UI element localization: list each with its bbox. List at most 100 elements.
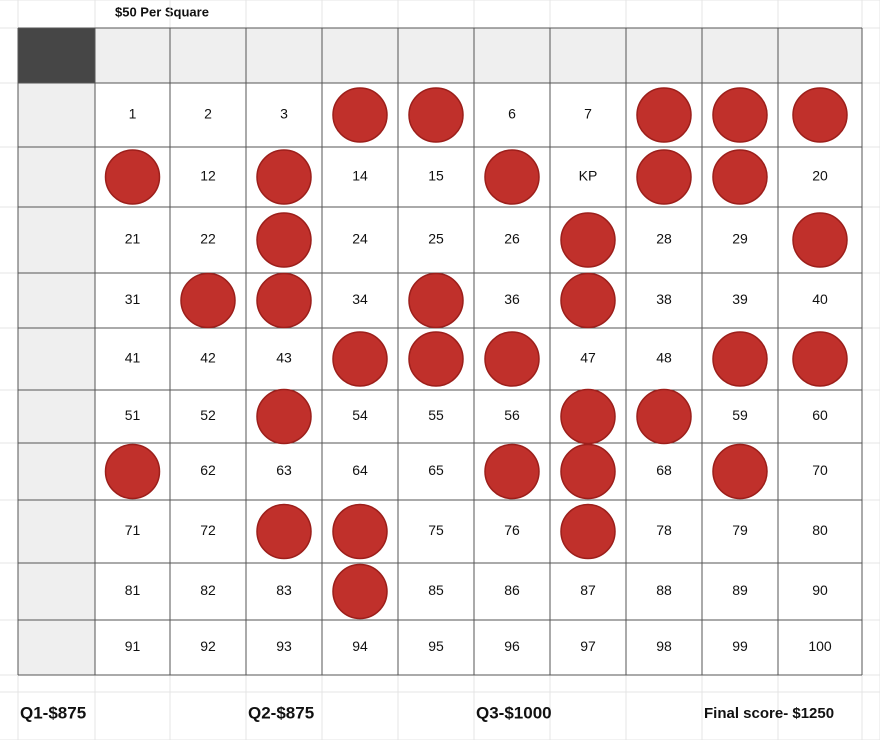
square-number: 88 (656, 582, 672, 598)
square-marker (180, 272, 236, 329)
square-marker (712, 443, 768, 500)
square-number: 21 (125, 231, 141, 247)
square-number: 97 (580, 638, 596, 654)
square-number: 31 (125, 291, 141, 307)
square-marker (484, 149, 540, 205)
square-number: 12 (200, 168, 216, 184)
square-marker (256, 388, 312, 445)
square-number: 38 (656, 291, 672, 307)
square-number: 20 (812, 168, 828, 184)
header-cell (95, 28, 170, 83)
square-number: 14 (352, 168, 368, 184)
square-number: 59 (732, 407, 748, 423)
side-cell (18, 207, 95, 273)
square-number: 28 (656, 231, 672, 247)
square-number: 29 (732, 231, 748, 247)
square-marker (712, 87, 768, 143)
square-marker (636, 87, 692, 143)
square-number: 39 (732, 291, 748, 307)
square-marker (560, 443, 616, 500)
square-number: 34 (352, 291, 368, 307)
square-number: 78 (656, 522, 672, 538)
square-marker (408, 87, 464, 143)
square-number: 93 (276, 638, 292, 654)
square-number: 52 (200, 407, 216, 423)
square-number: 75 (428, 522, 444, 538)
square-number: 92 (200, 638, 216, 654)
square-number: 7 (584, 106, 592, 122)
square-number: 48 (656, 350, 672, 366)
square-number: 6 (508, 106, 516, 122)
square-number: 64 (352, 462, 368, 478)
square-number: 81 (125, 582, 141, 598)
square-number: 99 (732, 638, 748, 654)
square-number: 56 (504, 407, 520, 423)
square-number: KP (579, 168, 598, 184)
square-number: 15 (428, 168, 444, 184)
square-number: 82 (200, 582, 216, 598)
square-number: 68 (656, 462, 672, 478)
header-cell (170, 28, 246, 83)
square-number: 91 (125, 638, 141, 654)
square-number: 36 (504, 291, 520, 307)
square-number: 89 (732, 582, 748, 598)
square-marker (792, 331, 848, 387)
square-number: 98 (656, 638, 672, 654)
square-number: 72 (200, 522, 216, 538)
square-marker (560, 212, 616, 268)
square-number: 94 (352, 638, 368, 654)
square-number: 40 (812, 291, 828, 307)
side-cell (18, 563, 95, 620)
square-marker (256, 272, 312, 329)
square-number: 26 (504, 231, 520, 247)
side-cell (18, 500, 95, 563)
side-cell (18, 273, 95, 328)
header-cell (246, 28, 322, 83)
square-marker (332, 503, 388, 560)
header-cell (626, 28, 702, 83)
square-number: 2 (204, 106, 212, 122)
square-number: 22 (200, 231, 216, 247)
square-marker (332, 331, 388, 387)
square-number: 95 (428, 638, 444, 654)
side-cell (18, 147, 95, 207)
square-marker (104, 149, 161, 205)
square-number: 42 (200, 350, 216, 366)
square-marker (256, 503, 312, 560)
square-marker (560, 503, 616, 560)
quarter-score: Q3-$1000 (476, 703, 552, 722)
square-marker (256, 212, 312, 268)
header-cell (398, 28, 474, 83)
square-marker (560, 388, 616, 445)
square-number: 79 (732, 522, 748, 538)
side-cell (18, 83, 95, 147)
quarter-score: Q1-$875 (20, 703, 86, 722)
square-marker (332, 563, 388, 620)
square-marker (256, 149, 312, 205)
square-number: 85 (428, 582, 444, 598)
square-number: 80 (812, 522, 828, 538)
square-number: 60 (812, 407, 828, 423)
square-marker (484, 331, 540, 387)
square-number: 70 (812, 462, 828, 478)
square-marker (636, 149, 692, 205)
square-number: 3 (280, 106, 288, 122)
square-marker (104, 443, 161, 500)
header-title: $50 Per Square (115, 4, 209, 19)
square-marker (636, 388, 692, 445)
square-marker (484, 443, 540, 500)
square-number: 96 (504, 638, 520, 654)
square-marker (408, 331, 464, 387)
square-number: 65 (428, 462, 444, 478)
square-number: 1 (129, 106, 137, 122)
square-number: 63 (276, 462, 292, 478)
square-number: 24 (352, 231, 368, 247)
square-number: 86 (504, 582, 520, 598)
header-cell (702, 28, 778, 83)
square-marker (560, 272, 616, 329)
square-number: 76 (504, 522, 520, 538)
header-cell (322, 28, 398, 83)
square-number: 51 (125, 407, 141, 423)
corner-cell (18, 28, 95, 83)
